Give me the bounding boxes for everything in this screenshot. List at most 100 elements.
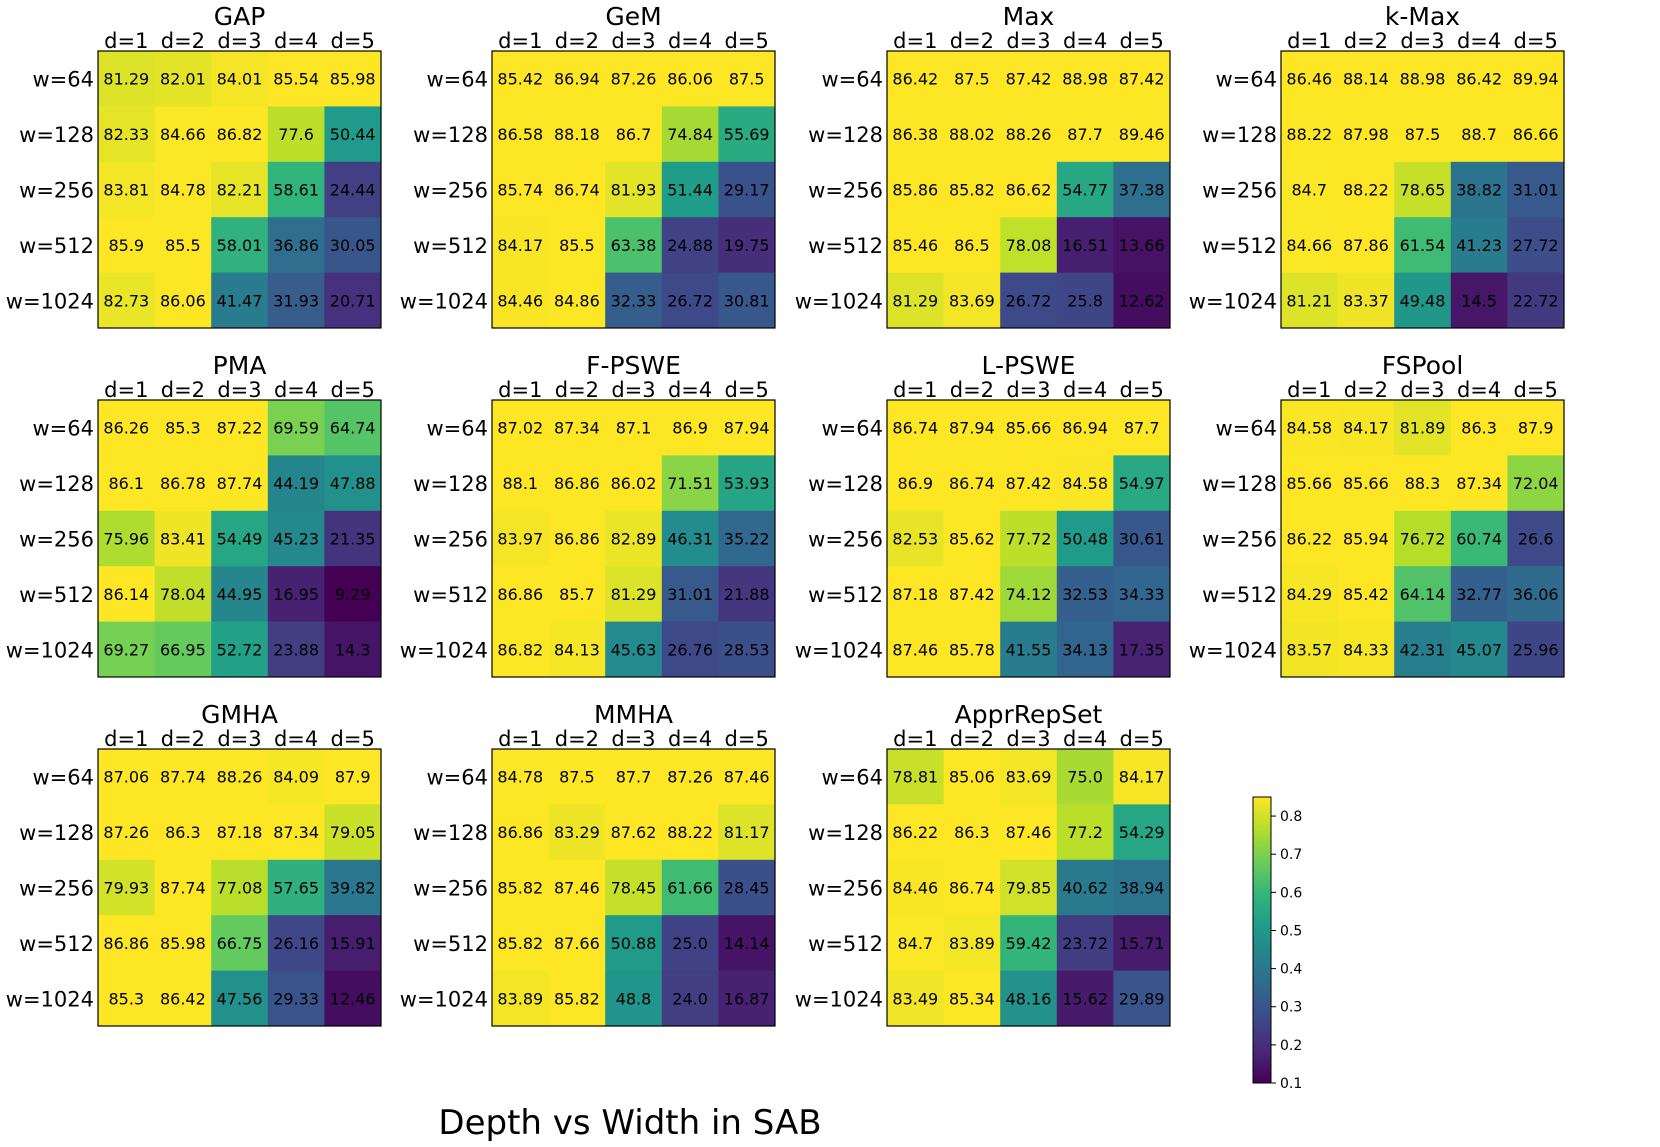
cell-value-label: 58.01 (217, 236, 263, 255)
heatmap-cell (661, 161, 719, 218)
cell-value-label: 86.66 (1513, 125, 1559, 144)
heatmap-frame (886, 399, 1171, 678)
cell-value-label: 30.05 (330, 236, 376, 255)
heatmap-cell (492, 400, 550, 456)
heatmap-cell (98, 510, 156, 567)
heatmap-k-max: k-Max d=1 d=2 d=3 d=4 d=5 w=64 w=128 w=256 w=512 w… (1189, 2, 1565, 329)
heatmap-cell (1281, 106, 1339, 163)
cell-value-label: 83.49 (892, 989, 938, 1008)
heatmap-cell (1450, 272, 1508, 329)
cell-value-label: 88.26 (1006, 125, 1052, 144)
cell-value-label: 9.29 (335, 585, 371, 604)
heatmap-cell (324, 510, 382, 567)
heatmap-cell (1113, 510, 1171, 567)
cell-value-label: 79.85 (1006, 879, 1052, 898)
cell-value-label: 87.18 (217, 823, 263, 842)
cell-value-label: 75.96 (103, 530, 149, 549)
cell-value-label: 87.9 (335, 768, 371, 787)
cell-value-label: 86.62 (1006, 181, 1052, 200)
heatmap-cell (1056, 161, 1114, 218)
cell-value-label: 86.74 (892, 419, 938, 438)
cell-value-label: 85.06 (949, 768, 995, 787)
heatmap-cell (718, 272, 776, 329)
cell-value-label: 81.17 (724, 823, 770, 842)
heatmap-cell (1000, 621, 1058, 678)
heatmap-cell (1281, 621, 1339, 678)
cell-value-label: 85.3 (108, 989, 144, 1008)
cell-value-label: 29.89 (1119, 989, 1165, 1008)
heatmap-cell (1000, 804, 1058, 861)
heatmap-cell (211, 859, 269, 916)
cell-value-label: 23.72 (1062, 934, 1108, 953)
heatmap-cell (1000, 455, 1058, 512)
cell-value-label: 84.17 (1343, 419, 1389, 438)
cell-value-label: 89.46 (1119, 125, 1165, 144)
column-label: d=4 (1457, 378, 1501, 402)
row-label: w=128 (19, 821, 94, 845)
cell-value-label: 30.61 (1119, 530, 1165, 549)
cell-value-label: 17.35 (1119, 640, 1165, 659)
heatmap-cell (492, 859, 550, 916)
cell-value-label: 86.82 (497, 640, 543, 659)
heatmap-cell (943, 400, 1001, 456)
cell-value-label: 86.82 (217, 125, 263, 144)
heatmap-cell (943, 621, 1001, 678)
cell-value-label: 84.01 (217, 70, 263, 89)
heatmap-cell (98, 51, 156, 107)
cell-value-label: 87.5 (729, 70, 765, 89)
colorbar-tick-label: 0.5 (1280, 923, 1302, 939)
column-label: d=5 (1120, 378, 1164, 402)
heatmap-cell (718, 106, 776, 163)
heatmap-cell (1281, 161, 1339, 218)
cell-value-label: 22.72 (1513, 291, 1559, 310)
heatmap-cell (211, 566, 269, 623)
cell-value-label: 86.86 (554, 530, 600, 549)
heatmap-cell (1113, 859, 1171, 916)
column-label: d=2 (950, 727, 994, 751)
heatmap-cell (1056, 749, 1114, 805)
cell-value-label: 84.78 (497, 768, 543, 787)
heatmap-title: GAP (214, 2, 266, 31)
row-label: w=128 (413, 821, 488, 845)
heatmap-cell (605, 455, 663, 512)
cell-value-label: 87.46 (554, 879, 600, 898)
cell-value-label: 84.7 (897, 934, 933, 953)
heatmap-cell (1113, 400, 1171, 456)
column-label: d=1 (104, 378, 148, 402)
cell-value-label: 45.07 (1456, 640, 1502, 659)
cell-value-label: 87.46 (724, 768, 770, 787)
heatmap-cell (154, 272, 212, 329)
heatmap-cell (548, 510, 606, 567)
heatmap-cell (548, 915, 606, 972)
column-label: d=1 (893, 727, 937, 751)
heatmap-cell (887, 51, 945, 107)
heatmap-cell (887, 217, 945, 274)
heatmap-cell (1394, 217, 1452, 274)
cell-value-label: 84.86 (554, 291, 600, 310)
heatmap-cell (1113, 217, 1171, 274)
column-label: d=3 (611, 378, 655, 402)
cell-value-label: 86.74 (949, 474, 995, 493)
cell-value-label: 77.72 (1006, 530, 1052, 549)
cell-value-label: 83.89 (497, 989, 543, 1008)
cell-value-label: 88.22 (1343, 181, 1389, 200)
heatmap-cell (605, 161, 663, 218)
cell-value-label: 15.91 (330, 934, 376, 953)
heatmap-cell (887, 455, 945, 512)
heatmap-cell (211, 455, 269, 512)
heatmap-cell (1394, 566, 1452, 623)
cell-value-label: 87.34 (1456, 474, 1502, 493)
cell-value-label: 86.86 (497, 585, 543, 604)
heatmap-cell (943, 217, 1001, 274)
heatmap-cell (1000, 272, 1058, 329)
cell-value-label: 46.31 (667, 530, 713, 549)
heatmap-cell (154, 161, 212, 218)
heatmap-cell (1281, 272, 1339, 329)
heatmap-cell (548, 970, 606, 1027)
cell-value-label: 86.3 (1461, 419, 1497, 438)
cell-value-label: 85.34 (949, 989, 995, 1008)
cell-value-label: 16.95 (273, 585, 319, 604)
column-label: d=1 (104, 727, 148, 751)
cell-value-label: 86.06 (667, 70, 713, 89)
column-label: d=4 (668, 378, 712, 402)
